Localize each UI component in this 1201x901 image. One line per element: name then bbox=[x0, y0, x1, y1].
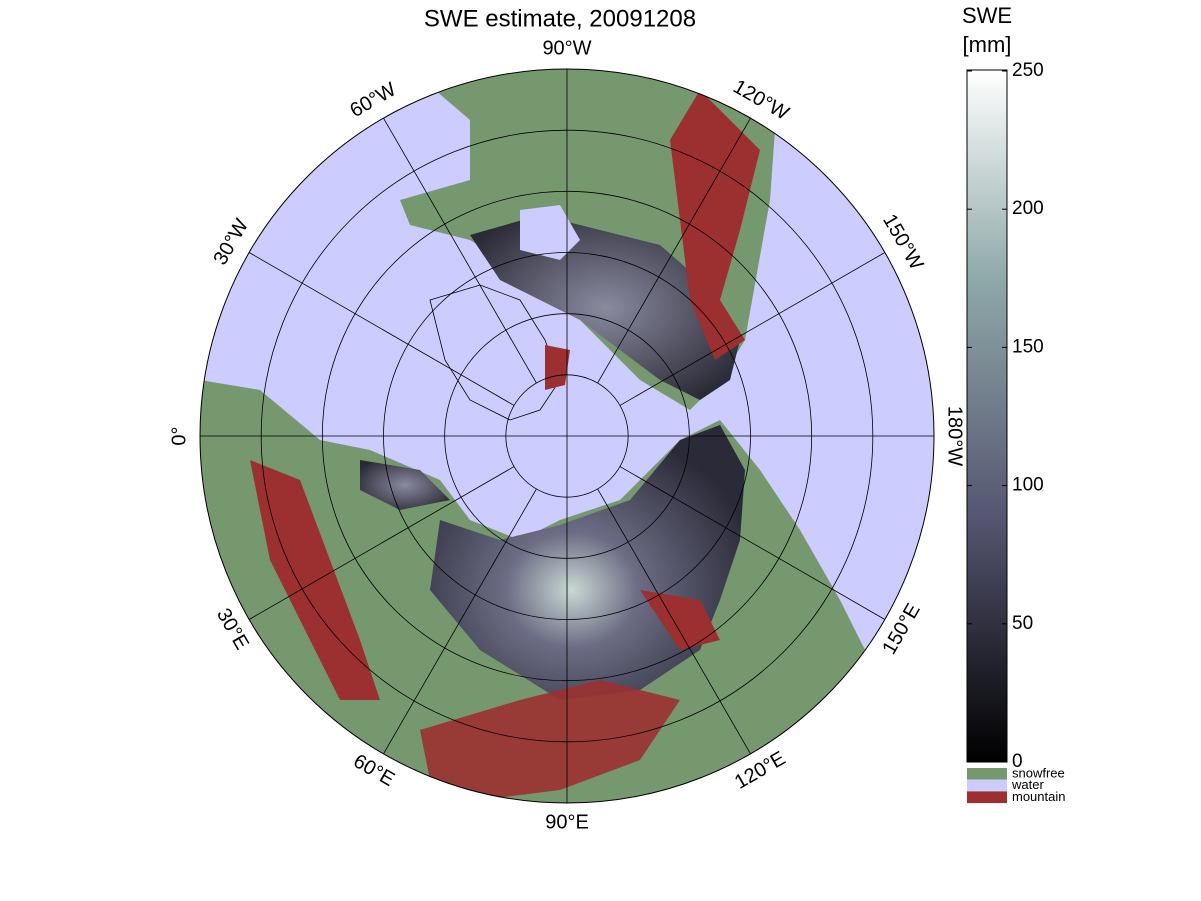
colorbar-title: [mm] bbox=[963, 32, 1012, 57]
legend-swatch bbox=[967, 779, 1007, 792]
legend-swatch bbox=[967, 791, 1007, 804]
map-title: SWE estimate, 20091208 bbox=[424, 5, 696, 32]
colorbar-title: SWE bbox=[962, 3, 1012, 28]
mountain bbox=[640, 590, 720, 650]
mountain bbox=[250, 460, 380, 700]
meridian bbox=[619, 252, 886, 406]
legend-label: water bbox=[1011, 777, 1044, 792]
snow bbox=[360, 460, 450, 510]
legend-label: snowfree bbox=[1012, 765, 1065, 780]
lon-label: 90°W bbox=[542, 37, 591, 59]
meridian bbox=[383, 117, 537, 384]
meridian bbox=[383, 488, 537, 755]
colorbar-tick-label: 200 bbox=[1012, 198, 1044, 219]
mountain bbox=[420, 680, 680, 800]
colorbar bbox=[966, 69, 1008, 763]
snow bbox=[470, 215, 740, 400]
greenland bbox=[429, 284, 561, 421]
bay bbox=[520, 205, 580, 260]
colorbar-tick-label: 250 bbox=[1012, 60, 1044, 81]
colorbar-tick-label: 0 bbox=[1012, 751, 1023, 772]
colorbar-tick-label: 150 bbox=[1012, 336, 1044, 357]
meridian bbox=[248, 466, 515, 620]
graticule bbox=[200, 69, 934, 803]
colorbar-tick-label: 50 bbox=[1012, 613, 1033, 634]
lon-label: 0° bbox=[168, 426, 190, 445]
legend-swatch bbox=[967, 768, 1007, 780]
colorbar-tick-label: 100 bbox=[1012, 475, 1044, 496]
meridian bbox=[619, 466, 886, 620]
map-frame bbox=[199, 68, 935, 804]
mountain bbox=[545, 345, 570, 390]
legend-label: mountain bbox=[1012, 789, 1065, 804]
meridian bbox=[248, 252, 515, 406]
meridian bbox=[597, 117, 751, 384]
meridian bbox=[597, 488, 751, 755]
lon-label: 180°W bbox=[944, 406, 966, 466]
lon-label: 90°E bbox=[545, 811, 589, 833]
